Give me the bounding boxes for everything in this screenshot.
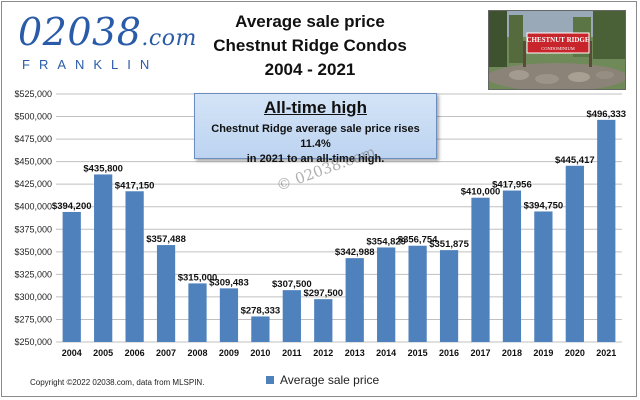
data-label-2019: $394,750 (524, 200, 564, 211)
x-tick-label: 2018 (502, 348, 522, 358)
all-time-high-callout: All-time high Chestnut Ridge average sal… (194, 93, 437, 165)
x-tick-label: 2019 (533, 348, 553, 358)
data-label-2016: $351,875 (429, 239, 469, 250)
bar-2019 (534, 211, 553, 342)
chart-title-line-3: 2004 - 2021 (264, 60, 356, 79)
data-label-2014: $354,829 (366, 236, 406, 247)
x-tick-label: 2013 (345, 348, 365, 358)
bar-2016 (439, 250, 459, 342)
data-labels: $394,200 $435,800 $417,150 $357,488 $315,000… (52, 109, 626, 317)
bar-2005 (94, 174, 113, 342)
bar-2013 (345, 258, 364, 342)
site-logo[interactable]: 02038.com FRANKLIN (18, 10, 196, 72)
chart-title-line-2: Chestnut Ridge Condos (213, 36, 407, 55)
data-label-2020: $445,417 (555, 155, 595, 166)
callout-body-line-2: in 2021 to an all-time high. (246, 153, 385, 165)
data-label-2018: $417,956 (492, 180, 532, 191)
y-tick-label: $425,000 (14, 179, 52, 189)
x-tick-label: 2014 (376, 348, 396, 358)
bar-2017 (471, 197, 490, 342)
data-label-2010: $278,333 (241, 305, 281, 316)
x-tick-label: 2004 (62, 348, 82, 358)
sign-line-1: CHESTNUT RIDGE (526, 36, 589, 44)
data-label-2007: $357,488 (146, 234, 186, 245)
data-label-2015: $356,754 (398, 235, 438, 246)
data-label-2017: $410,000 (461, 187, 501, 198)
x-tick-label: 2020 (565, 348, 585, 358)
data-label-2013: $342,988 (335, 247, 375, 258)
bar-2014 (377, 247, 396, 342)
legend-label: Average sale price (280, 373, 380, 387)
y-tick-label: $325,000 (14, 269, 52, 279)
y-tick-label: $450,000 (14, 157, 52, 167)
y-tick-label: $375,000 (14, 224, 52, 234)
x-tick-label: 2008 (187, 348, 207, 358)
x-tick-label: 2007 (156, 348, 176, 358)
y-tick-label: $350,000 (14, 247, 52, 257)
bar-2010 (251, 316, 270, 342)
data-label-2004: $394,200 (52, 201, 92, 212)
logo-wordmark: 02038.com (18, 10, 196, 59)
condo-sign-photo: CHESTNUT RIDGE CONDOMINIUM (488, 10, 626, 90)
x-tick-label: 2015 (408, 348, 428, 358)
y-tick-label: $500,000 (14, 112, 52, 122)
legend-swatch (266, 376, 274, 384)
bar-2011 (282, 290, 301, 342)
data-label-2021: $496,333 (586, 109, 626, 120)
data-label-2009: $309,483 (209, 277, 249, 288)
logo-suffix-text: .com (141, 26, 197, 51)
x-tick-label: 2006 (125, 348, 145, 358)
bar-2008 (188, 283, 207, 342)
bar-2015 (408, 245, 427, 342)
bar-2021 (597, 119, 616, 343)
chart-title: Average sale price Chestnut Ridge Condos… (180, 10, 440, 82)
data-label-2012: $297,500 (303, 288, 343, 299)
sign-line-2: CONDOMINIUM (541, 46, 575, 51)
chart-title-line-1: Average sale price (235, 12, 385, 31)
bar-2012 (314, 299, 333, 342)
bar-2020 (565, 165, 584, 342)
data-label-2005: $435,800 (83, 163, 123, 174)
x-tick-label: 2017 (470, 348, 490, 358)
x-tick-label: 2010 (250, 348, 270, 358)
y-tick-label: $275,000 (14, 314, 52, 324)
y-tick-label: $400,000 (14, 202, 52, 212)
y-axis-ticks: $250,000 $275,000 $300,000 $325,000 $350,000… (14, 89, 52, 347)
logo-main-text: 02038 (18, 10, 142, 54)
data-label-2008: $315,000 (178, 272, 218, 283)
x-tick-label: 2012 (313, 348, 333, 358)
data-label-2011: $307,500 (272, 279, 312, 290)
chart-legend: Average sale price (266, 373, 379, 387)
bar-2009 (219, 288, 239, 342)
y-tick-label: $250,000 (14, 337, 52, 347)
bar-2006 (125, 191, 144, 342)
x-tick-label: 2009 (219, 348, 239, 358)
x-axis-ticks: 2004 2005 2006 2007 2008 2009 2010 2011 2012 2013… (62, 348, 617, 358)
callout-body: Chestnut Ridge average sale price rises … (195, 122, 436, 167)
copyright-text: Copyright ©2022 02038.com, data from MLS… (30, 378, 205, 387)
data-label-2006: $417,150 (115, 180, 155, 191)
x-tick-label: 2021 (596, 348, 616, 358)
bar-2007 (156, 245, 176, 342)
bar-2004 (62, 211, 81, 342)
bar-2018 (502, 190, 522, 342)
y-tick-label: $525,000 (14, 89, 52, 99)
x-tick-label: 2011 (282, 348, 302, 358)
y-tick-label: $300,000 (14, 292, 52, 302)
bars (62, 119, 616, 343)
callout-body-line-1: Chestnut Ridge average sale price rises … (211, 123, 420, 150)
callout-title: All-time high (264, 98, 367, 117)
x-tick-label: 2016 (439, 348, 459, 358)
y-tick-label: $475,000 (14, 134, 52, 144)
logo-town-text: FRANKLIN (22, 57, 159, 72)
x-tick-label: 2005 (93, 348, 113, 358)
